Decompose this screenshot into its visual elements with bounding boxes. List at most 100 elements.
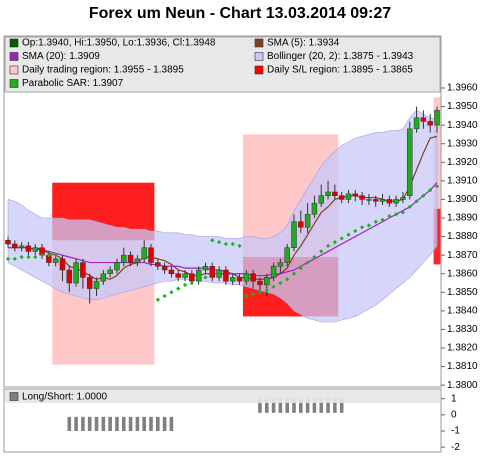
y-tick-label: 1.3940 — [447, 120, 478, 131]
candle-body — [352, 193, 359, 196]
candle-body — [209, 266, 216, 278]
sar-dot — [271, 284, 276, 289]
legend-swatch — [254, 65, 264, 75]
legend-swatch — [9, 392, 19, 401]
candle-body — [216, 269, 222, 278]
bar — [115, 416, 119, 431]
main-plot: 1.3800 1.3810 1.3820 1.3830 1.3840 1.3850 1.38… — [4, 36, 478, 391]
candle-body — [86, 277, 93, 289]
legend-label: Op:1.3940, Hi:1.3950, Lo:1.3936, Cl:1.39… — [22, 38, 216, 49]
candle-body — [80, 262, 86, 278]
bar — [169, 416, 174, 431]
sar-dot — [312, 254, 317, 260]
y-tick-label: 1.3890 — [447, 213, 478, 224]
bar — [74, 416, 78, 431]
legend-label: SMA (20): 1.3909 — [22, 51, 100, 62]
candle-body — [59, 258, 66, 271]
candle-body — [229, 277, 236, 282]
sar-dot — [155, 297, 160, 302]
bar — [319, 398, 324, 413]
y-tick-label: 1.3850 — [447, 287, 478, 298]
bar — [339, 398, 344, 413]
legend-label: Daily S/L region: 1.3895 - 1.3865 — [267, 65, 413, 76]
y-tick-label: 1.3870 — [447, 250, 478, 261]
sar-dot — [428, 188, 433, 193]
sar-dot — [162, 293, 167, 299]
bar — [285, 398, 289, 413]
bar — [312, 398, 317, 413]
sar-dot — [285, 277, 290, 282]
y-tick-label: 1.3960 — [447, 83, 478, 94]
bar — [94, 416, 99, 431]
candle-body — [66, 269, 73, 284]
bar — [278, 398, 283, 413]
legend-label: Daily trading region: 1.3955 - 1.3895 — [22, 65, 184, 76]
candle-body — [325, 191, 331, 196]
legend-swatch — [9, 79, 19, 88]
candle-body — [12, 243, 18, 248]
bar — [305, 398, 310, 413]
indicator-line — [8, 182, 438, 277]
bar — [101, 416, 106, 431]
sar-dot — [359, 225, 365, 230]
legend-swatch — [9, 65, 19, 75]
sar-dot — [182, 282, 188, 287]
candle-body — [318, 195, 324, 204]
y-tick-label: -1 — [451, 426, 460, 437]
sar-dot — [332, 240, 337, 245]
sar-dot — [230, 241, 235, 247]
candle-body — [5, 240, 11, 245]
sar-dot — [169, 290, 174, 295]
sar-dot — [305, 260, 310, 265]
y-tick-label: 1.3800 — [447, 380, 478, 391]
bar — [135, 416, 140, 431]
candle-body — [264, 277, 270, 286]
candle-body — [114, 262, 120, 271]
sar-dot — [223, 241, 229, 247]
y-tick-label: -2 — [451, 442, 460, 453]
y-tick-label: 0 — [451, 409, 457, 420]
bar — [292, 398, 296, 413]
candle-body — [420, 117, 427, 122]
sar-dot — [400, 210, 406, 215]
candle-body — [100, 273, 107, 282]
candle-body — [332, 191, 338, 196]
legend-label: Bollinger (20, 2): 1.3875 - 1.3943 — [267, 51, 414, 62]
legend-swatch — [9, 38, 19, 48]
sar-dot — [387, 214, 392, 219]
candle-body — [311, 202, 318, 215]
legend-swatch — [254, 52, 264, 61]
bar — [333, 398, 337, 413]
candle-body — [25, 245, 32, 252]
bar — [326, 398, 330, 413]
candle-body — [127, 254, 134, 263]
legend-box — [5, 390, 440, 403]
candle-body — [107, 269, 113, 274]
sar-dot — [196, 277, 201, 282]
candle-body — [52, 258, 59, 263]
candle-body — [236, 277, 243, 282]
y-tick-label: 1.3950 — [447, 101, 478, 112]
candle-body — [413, 117, 420, 130]
candle-body — [359, 195, 365, 200]
candle-body — [32, 247, 38, 252]
y-tick-label: 1.3840 — [447, 305, 478, 316]
candle-body — [379, 199, 386, 202]
candle-body — [277, 262, 284, 267]
legend-label: Parabolic SAR: 1.3907 — [22, 78, 124, 89]
sar-dot — [394, 212, 399, 217]
plot-area — [5, 97, 441, 365]
candle-body — [189, 273, 195, 282]
bar — [149, 416, 153, 431]
y-tick-label: 1.3910 — [447, 175, 478, 186]
bar — [128, 416, 133, 431]
candle-body — [366, 199, 372, 201]
sar-dot — [278, 280, 283, 286]
y-tick-label: 1.3820 — [447, 343, 478, 354]
candle-body — [175, 273, 181, 278]
sar-dot — [366, 223, 372, 228]
sar-dot — [210, 238, 215, 243]
sub-plot: 1 0 -1 -2 Long/Short: 1.0000 — [5, 390, 460, 453]
sar-dot — [421, 193, 426, 198]
bar — [67, 416, 72, 431]
